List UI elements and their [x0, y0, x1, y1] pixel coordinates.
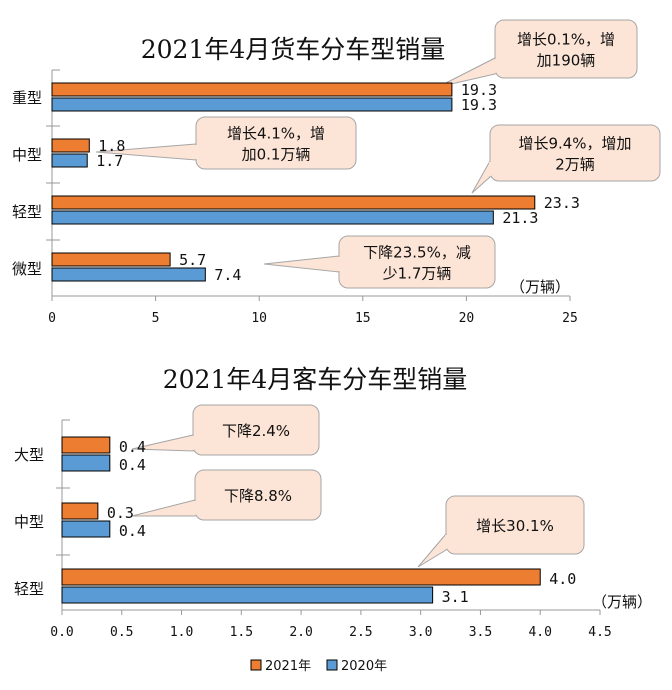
- bus-x-tick-label: 2.5: [349, 625, 372, 640]
- legend: 2021年 2020年: [250, 659, 387, 674]
- bus-value-label: 0.4: [119, 522, 146, 540]
- truck-bars: 19.319.3 1.81.7 23.3 21.3 5.7 7.4: [51, 81, 580, 284]
- truck-callout-box: [494, 19, 638, 79]
- truck-callout-text: 2万辆: [555, 156, 595, 174]
- bus-bars: 0.40.40.30.44.03.1: [61, 436, 576, 606]
- bus-bar-2020: [61, 586, 434, 604]
- truck-grid: 0 5 10 15 20 25: [46, 69, 578, 326]
- truck-value-label: 23.3: [544, 194, 580, 212]
- truck-x-tick-label: 0: [48, 311, 56, 326]
- truck-callout-text: 增长9.4%，增加: [518, 135, 631, 153]
- truck-value-label: 5.7: [179, 251, 206, 269]
- truck-x-tick-label: 15: [355, 311, 371, 326]
- truck-x-tick-label: 10: [251, 311, 267, 326]
- bus-value-label: 4.0: [549, 570, 576, 588]
- truck-chart-title: 2021年4月货车分车型销量: [141, 35, 446, 64]
- truck-callout-text: 下降23.5%，减: [363, 244, 471, 262]
- truck-value-label: 1.7: [96, 152, 123, 170]
- truck-x-tick-label: 5: [152, 311, 160, 326]
- bus-x-tick-label: 1.0: [170, 625, 193, 640]
- bus-x-tick-label: 2.0: [289, 625, 312, 640]
- bus-unit-label: （万辆）: [592, 593, 652, 611]
- legend-label-2020: 2020年: [341, 659, 387, 674]
- truck-callout-pointer: [471, 159, 491, 194]
- truck-unit-label: （万辆）: [510, 278, 570, 296]
- truck-bar-2021: [51, 82, 453, 97]
- truck-callout-text: 加190辆: [537, 52, 596, 70]
- truck-category-label: 微型: [12, 260, 42, 278]
- truck-bar-2021: [51, 138, 90, 153]
- legend-label-2021: 2021年: [265, 659, 311, 674]
- bus-value-label: 3.1: [442, 588, 469, 606]
- bus-callout-box: [194, 469, 322, 521]
- truck-value-label: 1.8: [98, 137, 125, 155]
- bus-callout-box: [192, 404, 320, 456]
- truck-bar-2021: [51, 252, 171, 267]
- truck-callout-box: [489, 124, 661, 182]
- truck-x-tick-label: 20: [459, 311, 475, 326]
- truck-value-label: 7.4: [214, 266, 241, 284]
- bus-category-label: 大型: [14, 446, 44, 464]
- truck-callout-pointer: [263, 255, 340, 273]
- truck-category-label: 重型: [12, 89, 42, 107]
- truck-chart: 2021年4月货车分车型销量 重型 中型 轻型 微型 （万辆） 0 5 10 15 20…: [12, 19, 661, 326]
- bus-value-label: 0.3: [107, 504, 134, 522]
- truck-bar-2020: [51, 210, 494, 225]
- legend-swatch-2021: [250, 659, 262, 671]
- bus-category-label: 轻型: [14, 580, 44, 598]
- bus-callout-pointer: [417, 532, 447, 568]
- bus-bar-2020: [61, 454, 111, 472]
- bus-bar-2020: [61, 520, 111, 538]
- truck-value-label: 19.3: [461, 96, 497, 114]
- truck-callout-text: 增长0.1%，增: [517, 31, 615, 49]
- truck-x-tick-label: 25: [562, 311, 578, 326]
- truck-callout-text: 增长4.1%，增: [227, 125, 325, 143]
- bus-x-tick-label: 3.0: [409, 625, 432, 640]
- truck-bar-2020: [51, 267, 206, 282]
- truck-bar-2021: [51, 195, 536, 210]
- bus-value-label: 0.4: [119, 456, 146, 474]
- truck-callout-text: 少1.7万辆: [383, 265, 452, 283]
- bus-value-label: 0.4: [119, 438, 146, 456]
- legend-swatch-2020: [326, 659, 338, 671]
- truck-value-label: 19.3: [461, 81, 497, 99]
- bus-callout-pointer: [131, 499, 196, 517]
- bus-callout-text: 下降8.8%: [224, 487, 292, 505]
- truck-bar-2020: [51, 97, 453, 112]
- bus-x-tick-label: 1.5: [230, 625, 253, 640]
- truck-category-label: 中型: [12, 146, 42, 164]
- truck-callout-text: 加0.1万辆: [242, 146, 311, 164]
- bus-callout-text: 增长30.1%: [476, 517, 554, 535]
- bus-callout-text: 下降2.4%: [222, 422, 290, 440]
- bus-callouts: 下降2.4% 下降8.8% 增长30.1%: [131, 404, 585, 568]
- truck-category-label: 轻型: [12, 203, 42, 221]
- bus-x-tick-label: 0.5: [110, 625, 133, 640]
- bus-x-tick-label: 0.0: [50, 625, 73, 640]
- bus-x-tick-label: 4.0: [528, 625, 551, 640]
- truck-bar-2020: [51, 153, 88, 168]
- truck-value-label: 21.3: [502, 209, 538, 227]
- bus-bar-2021: [61, 502, 99, 520]
- bus-bar-2021: [61, 568, 541, 586]
- truck-callout-box: [195, 116, 357, 170]
- bus-callout-box: [445, 495, 585, 555]
- bus-x-tick-label: 4.5: [588, 625, 611, 640]
- bus-x-tick-label: 3.5: [469, 625, 492, 640]
- bus-chart: 2021年4月客车分车型销量 大型 中型 轻型 （万辆） 0.0 0.5 1.0 1.…: [14, 365, 652, 640]
- bus-bar-2021: [61, 436, 111, 454]
- bus-category-label: 中型: [14, 513, 44, 531]
- bus-chart-title: 2021年4月客车分车型销量: [163, 365, 468, 394]
